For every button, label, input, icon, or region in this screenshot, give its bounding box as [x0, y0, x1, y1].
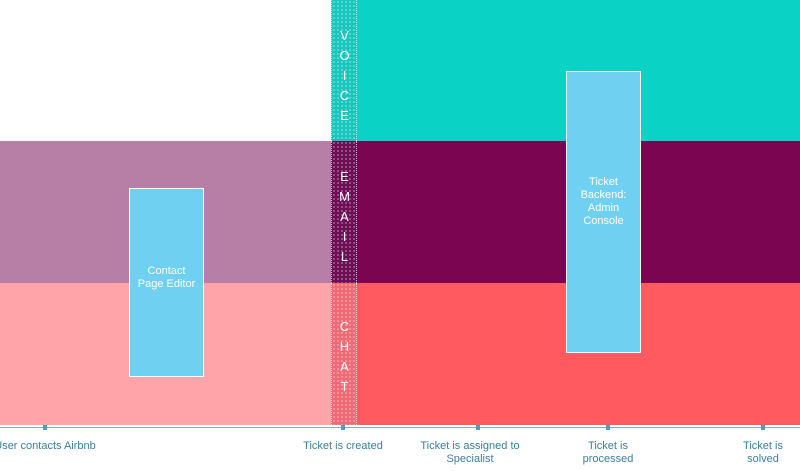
timeline-tick-ticket-created [341, 425, 345, 430]
timeline-tick-ticket-solved [761, 425, 765, 430]
admin-console-box: Ticket Backend: Admin Console [566, 71, 641, 353]
milestone-ticket-assigned: Ticket is assigned to Specialist [420, 440, 520, 465]
email-channel-strip: EMAIL [331, 141, 357, 283]
chat-channel-strip: CHAT [331, 283, 357, 425]
chat-lane [0, 283, 800, 425]
milestone-ticket-solved: Ticket is solved [743, 440, 783, 465]
contact-page-editor-box: Contact Page Editor [129, 188, 204, 377]
timeline: User contacts Airbnb Ticket is created T… [0, 425, 800, 471]
timeline-tick-user-contacts [43, 425, 47, 430]
timeline-tick-ticket-processed [606, 425, 610, 430]
chat-channel-label: CHAT [337, 319, 352, 399]
voice-channel-strip: VOICE [331, 0, 357, 141]
timeline-tick-ticket-assigned [476, 425, 480, 430]
email-lane [0, 141, 800, 283]
milestone-ticket-processed: Ticket is processed [582, 440, 634, 465]
email-channel-label: EMAIL [337, 169, 352, 269]
timeline-axis [0, 427, 800, 428]
milestone-ticket-created: Ticket is created [303, 440, 383, 452]
contact-page-editor-label: Contact Page Editor [137, 264, 196, 290]
voice-lane-pre-ticket [0, 0, 331, 141]
voice-channel-label: VOICE [337, 28, 352, 128]
milestone-user-contacts: User contacts Airbnb [0, 440, 96, 452]
voice-lane [0, 0, 800, 141]
admin-console-label: Ticket Backend: Admin Console [580, 176, 627, 227]
